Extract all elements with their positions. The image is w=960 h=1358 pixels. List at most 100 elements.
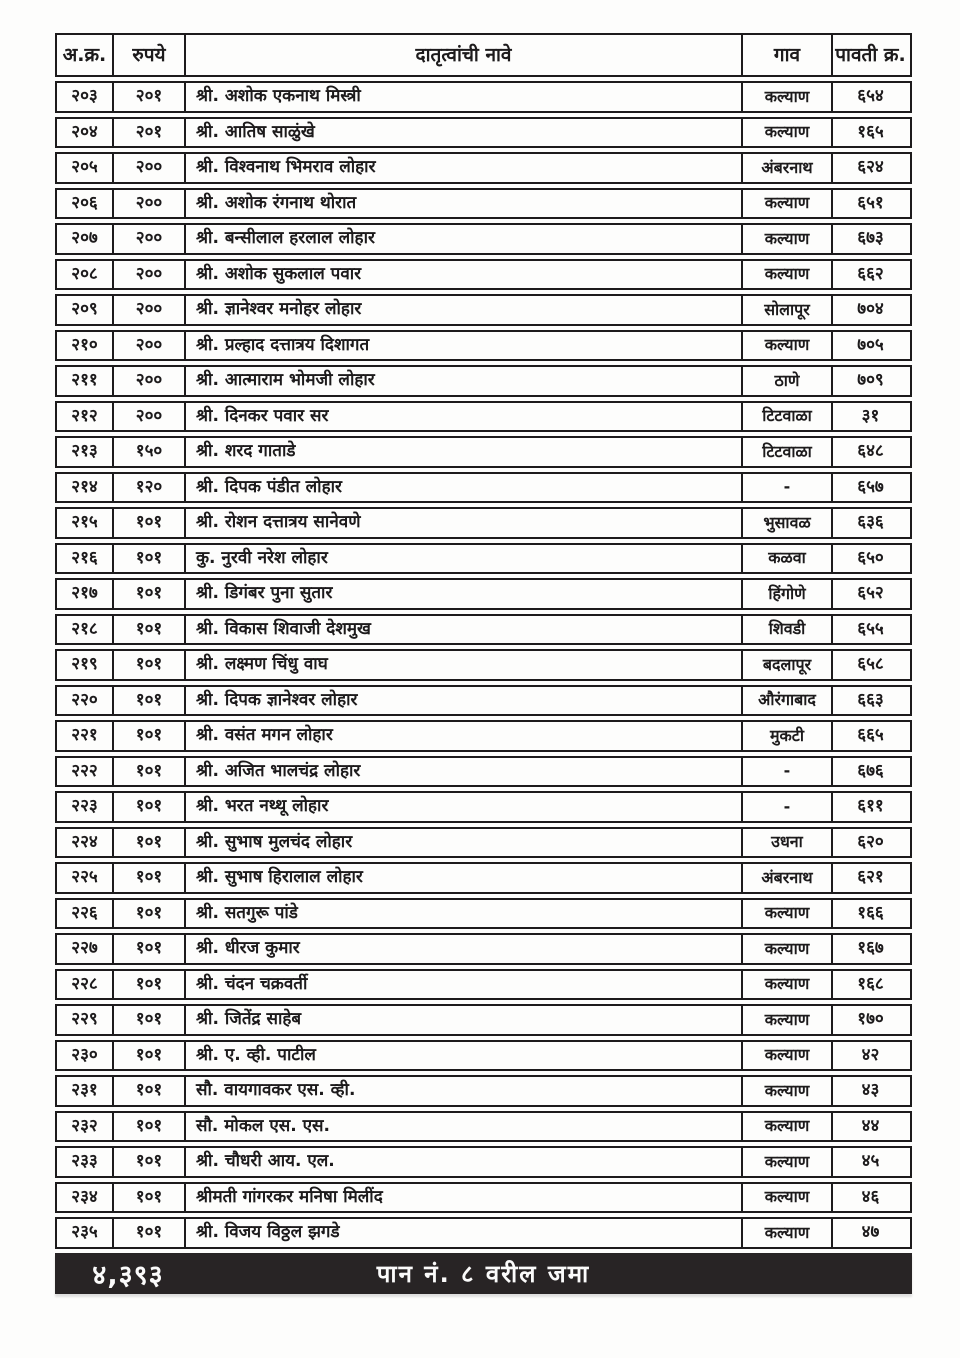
cell-donor-name: श्री. अजित भालचंद्र लोहार xyxy=(186,757,743,785)
cell-receipt-no: ४६ xyxy=(861,1186,880,1207)
table-row: २२० १०१ श्री. दिपक ज्ञानेश्वर लोहार औरंग… xyxy=(55,684,912,716)
cell-serial-no: २०९ xyxy=(57,296,114,324)
cell-village: शिवडी xyxy=(743,615,833,643)
cell-receipt-no: १६७ xyxy=(857,938,884,959)
cell-village: कल्याण xyxy=(743,1077,833,1105)
cell-receipt-no: १७० xyxy=(857,1009,884,1030)
cell-serial-no: २३० xyxy=(57,1041,114,1069)
cell-village: उधना xyxy=(743,828,833,856)
cell-village: कल्याण xyxy=(743,1219,833,1247)
cell-donor-name: श्री. बन्सीलाल हरलाल लोहार xyxy=(186,225,743,253)
cell-receipt-no: ६४८ xyxy=(857,441,884,462)
cell-receipt-no: ४५ xyxy=(861,1151,880,1172)
cell-serial-no: २३३ xyxy=(57,1148,114,1176)
cell-donor-name: श्री. डिगंबर पुना सुतार xyxy=(186,580,743,608)
donation-table: अ.क्र. रुपये दातृत्वांची नावे गाव पावती … xyxy=(55,33,912,1294)
table-row: २२३ १०१ श्री. भरत नथ्थू लोहार - ६११ xyxy=(55,791,912,823)
cell-serial-no: २१४ xyxy=(57,473,114,501)
cell-village: टिटवाळा xyxy=(743,438,833,466)
cell-rupees: १०१ xyxy=(114,580,186,608)
cell-serial-no: २२९ xyxy=(57,1006,114,1034)
cell-donor-name: श्री. विकास शिवाजी देशमुख xyxy=(186,615,743,643)
cell-rupees: १०१ xyxy=(114,544,186,572)
cell-village: कल्याण xyxy=(743,118,833,146)
cell-serial-no: २२८ xyxy=(57,970,114,998)
cell-donor-name: श्री. रोशन दत्तात्रय सानेवणे xyxy=(186,509,743,537)
cell-village: कल्याण xyxy=(743,899,833,927)
cell-village: बदलापूर xyxy=(743,651,833,679)
cell-receipt-no: ६६५ xyxy=(857,725,884,746)
cell-rupees: १०१ xyxy=(114,828,186,856)
table-row: २०८ २०० श्री. अशोक सुकलाल पवार कल्याण ६६… xyxy=(55,258,912,290)
cell-village: कल्याण xyxy=(743,1006,833,1034)
cell-serial-no: २०६ xyxy=(57,189,114,217)
table-body: २०३ २०१ श्री. अशोक एकनाथ मिस्त्री कल्याण… xyxy=(55,81,912,1249)
cell-serial-no: २१८ xyxy=(57,615,114,643)
cell-rupees: १०१ xyxy=(114,722,186,750)
cell-rupees: १०१ xyxy=(114,757,186,785)
cell-serial-no: २२४ xyxy=(57,828,114,856)
cell-rupees: १०१ xyxy=(114,1219,186,1247)
page-total-amount: ४,३९३ xyxy=(92,1259,164,1291)
cell-rupees: १०१ xyxy=(114,935,186,963)
cell-rupees: १०१ xyxy=(114,1006,186,1034)
cell-donor-name: श्री. शरद गाताडे xyxy=(186,438,743,466)
page-total-bar: ४,३९३ पान नं. ८ वरील जमा xyxy=(55,1252,912,1294)
cell-village: कल्याण xyxy=(743,1112,833,1140)
cell-serial-no: २३४ xyxy=(57,1183,114,1211)
cell-serial-no: २१७ xyxy=(57,580,114,608)
cell-receipt-no: ६२४ xyxy=(857,157,884,178)
cell-village: कल्याण xyxy=(743,189,833,217)
cell-donor-name: श्री. जितेंद्र साहेब xyxy=(186,1006,743,1034)
cell-rupees: १०१ xyxy=(114,1112,186,1140)
table-row: २१८ १०१ श्री. विकास शिवाजी देशमुख शिवडी … xyxy=(55,613,912,645)
cell-serial-no: २२५ xyxy=(57,864,114,892)
cell-receipt-no: ७०९ xyxy=(857,370,884,391)
cell-receipt-no: ७०४ xyxy=(857,299,884,320)
table-row: २१४ १२० श्री. दिपक पंडीत लोहार - ६५७ xyxy=(55,471,912,503)
cell-donor-name: श्री. आतिष साळुंखे xyxy=(186,118,743,146)
cell-serial-no: २०७ xyxy=(57,225,114,253)
table-row: २१० २०० श्री. प्रल्हाद दत्तात्रय दिशागत … xyxy=(55,329,912,361)
cell-donor-name: श्री. वसंत मगन लोहार xyxy=(186,722,743,750)
cell-donor-name: श्री. अशोक रंगनाथ थोरात xyxy=(186,189,743,217)
table-row: २०५ २०० श्री. विश्वनाथ भिमराव लोहार अंबर… xyxy=(55,152,912,184)
cell-receipt-no: १६८ xyxy=(857,973,884,994)
cell-donor-name: श्रीमती गांगरकर मनिषा मिलींद xyxy=(186,1183,743,1211)
header-serial-no: अ.क्र. xyxy=(57,35,114,75)
cell-receipt-no: ४७ xyxy=(861,1222,880,1243)
cell-serial-no: २२१ xyxy=(57,722,114,750)
cell-rupees: २०१ xyxy=(114,83,186,111)
cell-rupees: १०१ xyxy=(114,1148,186,1176)
table-row: २३४ १०१ श्रीमती गांगरकर मनिषा मिलींद कल्… xyxy=(55,1181,912,1213)
cell-serial-no: २३१ xyxy=(57,1077,114,1105)
cell-village: भुसावळ xyxy=(743,509,833,537)
cell-donor-name: श्री. धीरज कुमार xyxy=(186,935,743,963)
cell-rupees: २०० xyxy=(114,189,186,217)
table-row: २२२ १०१ श्री. अजित भालचंद्र लोहार - ६७६ xyxy=(55,755,912,787)
header-donor-names: दातृत्वांची नावे xyxy=(186,35,743,75)
cell-serial-no: २११ xyxy=(57,367,114,395)
table-row: २३५ १०१ श्री. विजय विठ्ठल झगडे कल्याण ४७ xyxy=(55,1217,912,1249)
cell-rupees: १५० xyxy=(114,438,186,466)
cell-receipt-no: ६५० xyxy=(857,547,884,568)
cell-serial-no: २३५ xyxy=(57,1219,114,1247)
cell-donor-name: श्री. सुभाष मुलचंद लोहार xyxy=(186,828,743,856)
cell-donor-name: श्री. भरत नथ्थू लोहार xyxy=(186,793,743,821)
cell-donor-name: श्री. दिपक ज्ञानेश्वर लोहार xyxy=(186,686,743,714)
cell-receipt-no: ६२० xyxy=(857,831,884,852)
cell-village: कल्याण xyxy=(743,83,833,111)
cell-village: - xyxy=(743,757,833,785)
cell-village: कल्याण xyxy=(743,1041,833,1069)
cell-village: मुकटी xyxy=(743,722,833,750)
cell-donor-name: श्री. सुभाष हिरालाल लोहार xyxy=(186,864,743,892)
cell-rupees: १०१ xyxy=(114,509,186,537)
table-row: २०७ २०० श्री. बन्सीलाल हरलाल लोहार कल्या… xyxy=(55,223,912,255)
cell-receipt-no: ६६३ xyxy=(857,689,884,710)
cell-receipt-no: ६५४ xyxy=(857,86,884,107)
cell-serial-no: २०८ xyxy=(57,260,114,288)
cell-village: कल्याण xyxy=(743,1183,833,1211)
cell-receipt-no: ६७६ xyxy=(857,760,884,781)
cell-receipt-no: ६२१ xyxy=(857,867,884,888)
cell-serial-no: २०३ xyxy=(57,83,114,111)
